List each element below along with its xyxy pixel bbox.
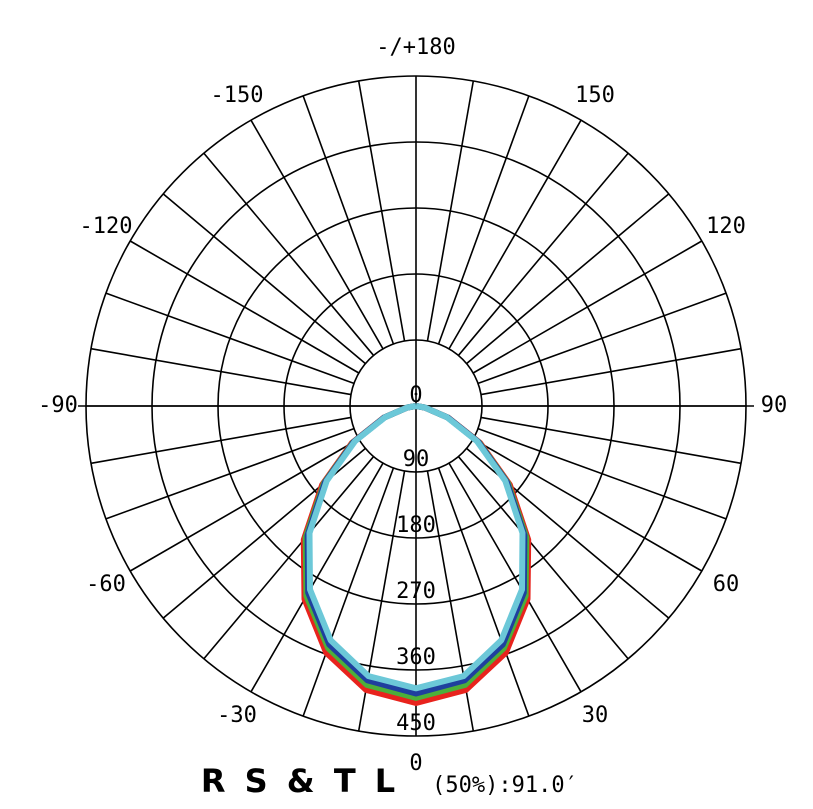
grid-spoke <box>302 95 395 345</box>
angle-tick-label: -120 <box>79 214 132 239</box>
grid-spoke <box>437 95 530 345</box>
angle-tick-label: 30 <box>582 703 609 728</box>
angle-tick-label: 120 <box>706 214 746 239</box>
r-tick-label: 0 <box>409 383 422 408</box>
grid-spoke <box>426 80 475 342</box>
grid-spoke <box>477 292 727 385</box>
angle-tick-label: 60 <box>713 572 740 597</box>
angle-tick-label: -60 <box>86 572 126 597</box>
chart-title: R S & T L <box>201 762 399 800</box>
grid-spoke <box>203 456 375 660</box>
grid-spoke <box>477 427 727 520</box>
grid-spoke <box>129 438 360 572</box>
grid-spoke <box>472 438 703 572</box>
grid-spoke <box>480 416 742 465</box>
grid-spoke <box>457 456 629 660</box>
r-tick-label: 270 <box>396 579 436 604</box>
r-tick-label: 180 <box>396 513 436 538</box>
angle-tick-label: 150 <box>575 83 615 108</box>
r-tick-label: 90 <box>403 447 430 472</box>
grid-spoke <box>90 347 352 396</box>
angle-tick-label: 90 <box>761 393 788 418</box>
grid-spoke <box>457 152 629 356</box>
angle-tick-label: 0 <box>409 751 422 776</box>
angle-tick-label: -/+180 <box>376 35 455 60</box>
grid-spoke <box>203 152 375 356</box>
grid-spoke <box>472 240 703 374</box>
chart-subtitle: (50%):91.0′ <box>432 773 578 798</box>
grid-spoke <box>105 427 355 520</box>
grid-spoke <box>105 292 355 385</box>
grid-spoke <box>129 240 360 374</box>
grid-spoke <box>448 462 582 693</box>
angle-tick-label: -30 <box>217 703 257 728</box>
grid-spoke <box>437 467 530 717</box>
grid-spoke <box>448 119 582 350</box>
angle-tick-label: -150 <box>211 83 264 108</box>
r-tick-label: 450 <box>396 711 436 736</box>
grid-spoke <box>480 347 742 396</box>
angle-tick-label: -90 <box>38 393 78 418</box>
grid-spoke <box>466 193 670 365</box>
grid-spoke <box>250 462 384 693</box>
r-tick-label: 360 <box>396 645 436 670</box>
grid-spoke <box>302 467 395 717</box>
grid-spoke <box>357 80 406 342</box>
grid-spoke <box>250 119 384 350</box>
series-line <box>306 403 526 692</box>
grid-spoke <box>90 416 352 465</box>
grid-spoke <box>162 193 366 365</box>
